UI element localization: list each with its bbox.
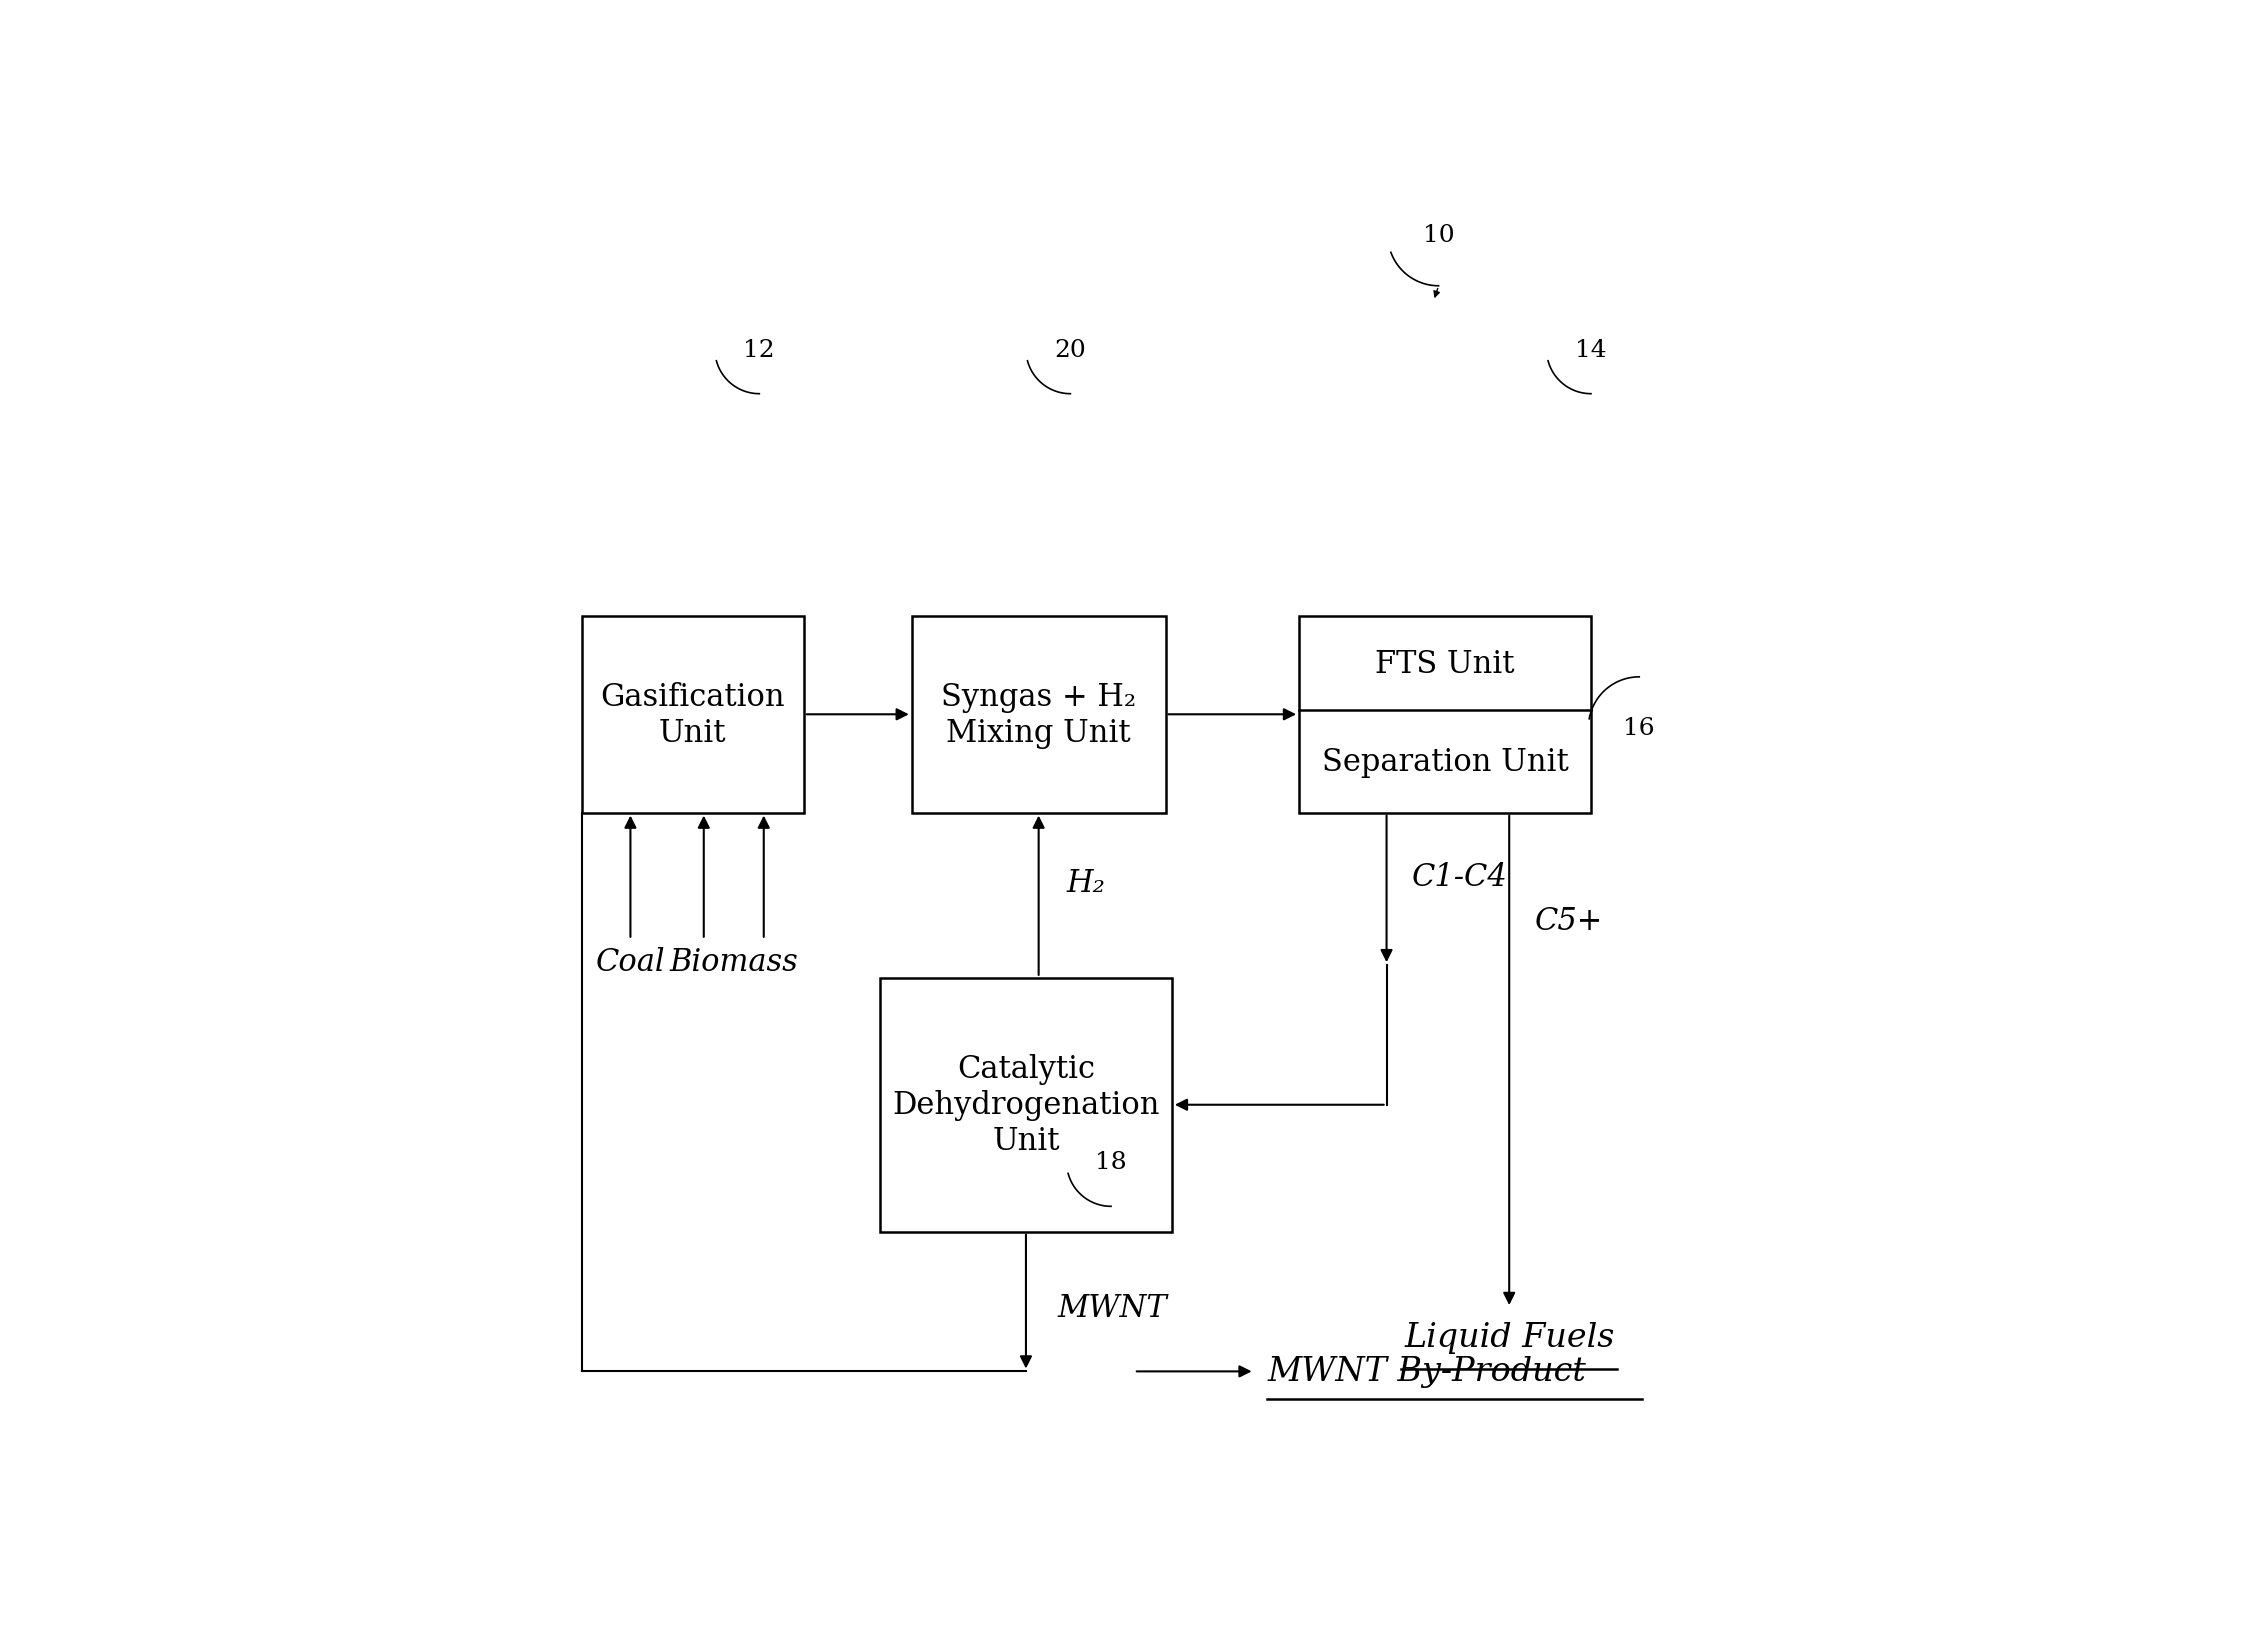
Text: Catalytic
Dehydrogenation
Unit: Catalytic Dehydrogenation Unit — [891, 1053, 1160, 1157]
Text: Syngas + H₂
Mixing Unit: Syngas + H₂ Mixing Unit — [941, 682, 1136, 748]
Text: Coal: Coal — [595, 946, 665, 977]
Text: 14: 14 — [1574, 338, 1606, 361]
Text: C1-C4: C1-C4 — [1411, 862, 1509, 892]
Text: 20: 20 — [1054, 338, 1086, 361]
Text: Liquid Fuels: Liquid Fuels — [1405, 1320, 1615, 1353]
Text: 10: 10 — [1423, 224, 1454, 247]
Text: Separation Unit: Separation Unit — [1321, 747, 1568, 778]
Text: MWNT By-Product: MWNT By-Product — [1267, 1356, 1586, 1388]
Bar — [912, 616, 1165, 812]
Bar — [880, 979, 1172, 1233]
Bar — [581, 616, 803, 812]
Text: 16: 16 — [1624, 717, 1656, 740]
Text: MWNT: MWNT — [1059, 1292, 1167, 1323]
Text: H₂: H₂ — [1068, 867, 1106, 898]
Text: C5+: C5+ — [1534, 906, 1604, 936]
Text: FTS Unit: FTS Unit — [1375, 648, 1516, 679]
Text: Gasification
Unit: Gasification Unit — [599, 682, 785, 748]
Bar — [1298, 616, 1590, 812]
Text: Biomass: Biomass — [670, 946, 798, 977]
Text: 18: 18 — [1095, 1150, 1126, 1173]
Text: 12: 12 — [744, 338, 776, 361]
